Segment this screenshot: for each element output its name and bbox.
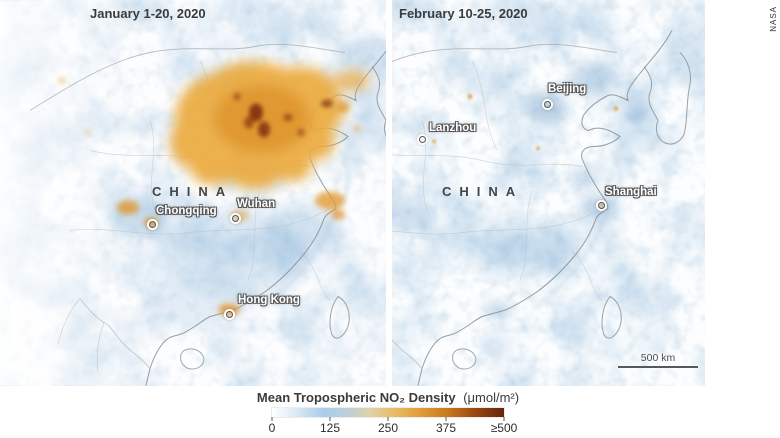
legend-tick-label: 125 [319, 421, 341, 435]
legend-title: Mean Tropospheric NO₂ Density (μmol/m²) [257, 390, 519, 405]
city-name: Lanzhou [429, 122, 477, 134]
city-marker-icon [232, 215, 239, 222]
legend-tickmark [503, 417, 505, 421]
city-marker-icon [149, 221, 156, 228]
legend-tick-label: 0 [268, 421, 276, 435]
map-title-february: February 10-25, 2020 [399, 6, 528, 21]
city-marker-icon [419, 136, 426, 143]
legend-tickmark [271, 417, 273, 421]
city-name: Chongqing [156, 205, 217, 217]
country-label-china-right: CHINA [442, 184, 524, 199]
legend-tickmark [387, 417, 389, 421]
legend-ticks: 0 125 250 375 ≥500 [268, 417, 517, 437]
scale-bar: 500 km [618, 352, 698, 368]
map-february-svg [392, 0, 705, 386]
city-marker-icon [598, 202, 605, 209]
city-name: Wuhan [237, 198, 276, 210]
legend-tick-label: 250 [377, 421, 399, 435]
no2-blue-patches [392, 62, 648, 319]
city-name: Hong Kong [238, 294, 300, 306]
legend-tick-label: ≥500 [490, 421, 518, 435]
legend-title-text: Mean Tropospheric NO₂ Density [256, 390, 456, 405]
no2-pollution-plume [59, 61, 370, 316]
city-name: Shanghai [605, 186, 657, 198]
legend-units: (μmol/m²) [463, 390, 520, 405]
city-marker-icon [544, 101, 551, 108]
country-label-china-left: CHINA [152, 184, 234, 199]
legend-tick-label: 375 [435, 421, 457, 435]
map-panel-january: January 1-20, 2020 CHINA Chongqing Wuhan… [0, 0, 386, 386]
city-marker-icon [226, 311, 233, 318]
map-panel-february: February 10-25, 2020 CHINA Lanzhou Beiji… [392, 0, 705, 386]
scale-bar-line [618, 366, 698, 368]
legend-tickmark [329, 417, 331, 421]
legend-tickmark [445, 417, 447, 421]
map-january-svg [0, 0, 386, 386]
scale-bar-label: 500 km [640, 352, 676, 364]
map-title-january: January 1-20, 2020 [90, 6, 206, 21]
legend-gradient-bar [272, 408, 504, 417]
city-name: Beijing [548, 83, 587, 95]
image-credit: NASA [769, 6, 778, 32]
